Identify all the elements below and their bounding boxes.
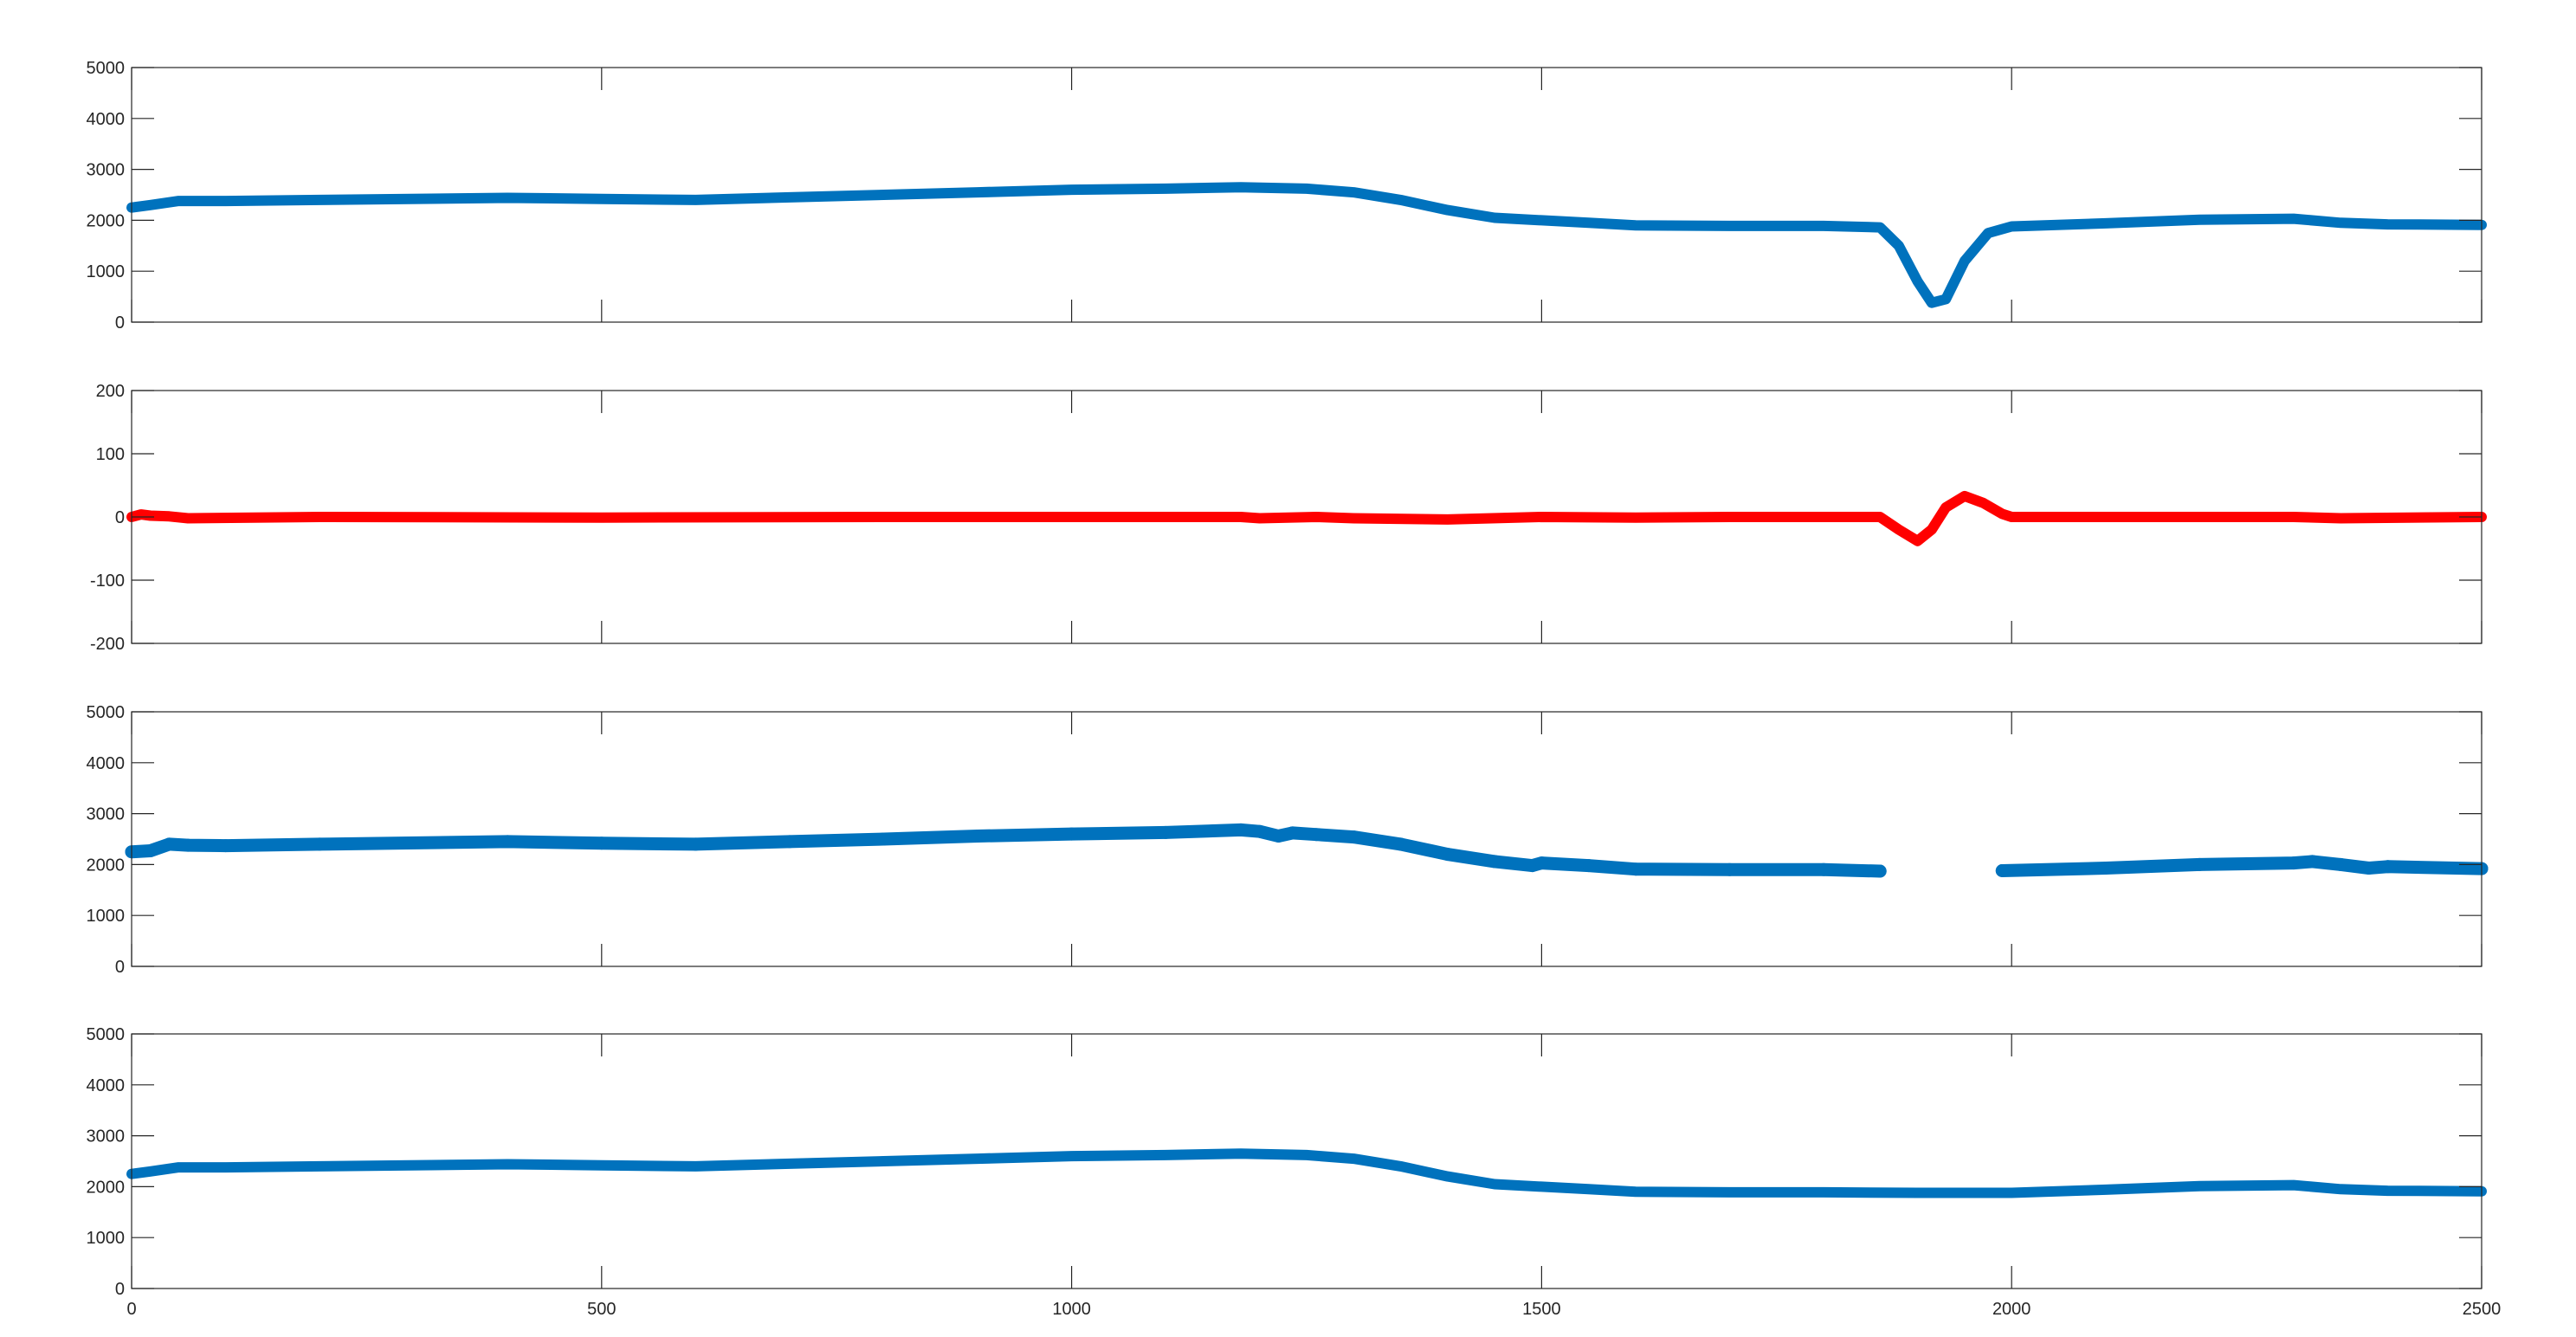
x-tick-label: 2000 xyxy=(1992,1300,2031,1319)
y-tick-label: 2000 xyxy=(87,211,126,230)
data-point xyxy=(1286,826,1300,840)
x-tick-label: 1500 xyxy=(1522,1300,1561,1319)
y-tick-label: 1000 xyxy=(87,262,126,281)
y-tick-label: 100 xyxy=(96,445,125,464)
y-tick-label: 0 xyxy=(115,313,125,333)
x-tick-label: 500 xyxy=(587,1300,616,1319)
data-point xyxy=(1441,848,1455,862)
series-line-3-1-seg2 xyxy=(1995,855,2489,877)
data-point xyxy=(144,844,158,857)
y-tick-label: -200 xyxy=(90,635,125,654)
series-line-3-1-seg1 xyxy=(125,823,1887,878)
data-point xyxy=(1065,827,1079,841)
data-point xyxy=(1817,862,1830,876)
y-tick-label: 3000 xyxy=(87,805,126,824)
data-point xyxy=(500,835,514,849)
y-tick-label: 2000 xyxy=(87,1178,126,1197)
y-tick-label: -100 xyxy=(90,572,125,591)
data-point xyxy=(1488,855,1501,869)
y-tick-label: 0 xyxy=(115,958,125,977)
series-line-2-1 xyxy=(126,490,2487,546)
data-point xyxy=(1253,824,1267,838)
data-point xyxy=(162,837,176,851)
data-point xyxy=(971,830,985,843)
y-tick-label: 4000 xyxy=(87,1076,126,1095)
y-tick-label: 1000 xyxy=(87,907,126,926)
data-point xyxy=(1629,862,1643,876)
data-point xyxy=(2334,857,2347,871)
y-tick-label: 4000 xyxy=(87,754,126,773)
data-point xyxy=(2287,856,2301,870)
x-tick-label: 0 xyxy=(126,1300,136,1319)
series-line-1-1 xyxy=(126,182,2487,308)
y-tick-label: 5000 xyxy=(87,703,126,722)
axes-box xyxy=(131,711,2482,967)
data-point xyxy=(1309,828,1323,842)
axes-3: 0 1000 2000 3000 4000 5000 xyxy=(87,703,2489,977)
x-tick-label: 2500 xyxy=(2463,1300,2502,1319)
data-point xyxy=(877,832,890,846)
data-point xyxy=(1534,856,1548,870)
y-tick-label: 200 xyxy=(96,382,125,401)
series-line-4-1 xyxy=(126,1148,2487,1198)
data-point xyxy=(1346,830,1360,844)
axes-box xyxy=(131,1033,2482,1289)
axes-1: 0 1000 2000 3000 4000 5000 xyxy=(87,59,2487,333)
data-point xyxy=(1234,823,1248,836)
data-point xyxy=(2362,862,2376,875)
data-point xyxy=(219,839,233,853)
data-point xyxy=(1582,859,1596,873)
x-tick-label: 1000 xyxy=(1052,1300,1091,1319)
y-tick-label: 0 xyxy=(115,508,125,527)
data-point xyxy=(1159,825,1172,839)
axes-2: -200 -100 0 100 200 xyxy=(90,382,2487,654)
data-point xyxy=(181,838,195,852)
axes-4: 0 1000 2000 3000 4000 5000 0 500 1000 1500 2000 250… xyxy=(87,1025,2502,1319)
axes-box xyxy=(131,67,2482,323)
y-tick-label: 3000 xyxy=(87,161,126,180)
y-tick-label: 0 xyxy=(115,1280,125,1299)
data-point xyxy=(1873,864,1887,878)
data-point xyxy=(2099,862,2113,875)
y-tick-label: 3000 xyxy=(87,1127,126,1146)
data-point xyxy=(1394,837,1408,851)
data-point xyxy=(1995,864,2009,877)
data-point xyxy=(1271,830,1285,843)
data-point xyxy=(1723,862,1736,876)
y-tick-label: 1000 xyxy=(87,1229,126,1248)
data-point xyxy=(2306,855,2320,869)
data-point xyxy=(2192,857,2206,871)
data-point xyxy=(2380,860,2394,874)
y-tick-label: 5000 xyxy=(87,59,126,78)
data-point xyxy=(783,835,797,849)
data-point xyxy=(595,836,609,850)
y-tick-label: 4000 xyxy=(87,110,126,129)
y-tick-label: 5000 xyxy=(87,1025,126,1044)
y-tick-label: 2000 xyxy=(87,856,126,875)
data-point xyxy=(313,837,326,851)
data-point xyxy=(688,837,702,851)
